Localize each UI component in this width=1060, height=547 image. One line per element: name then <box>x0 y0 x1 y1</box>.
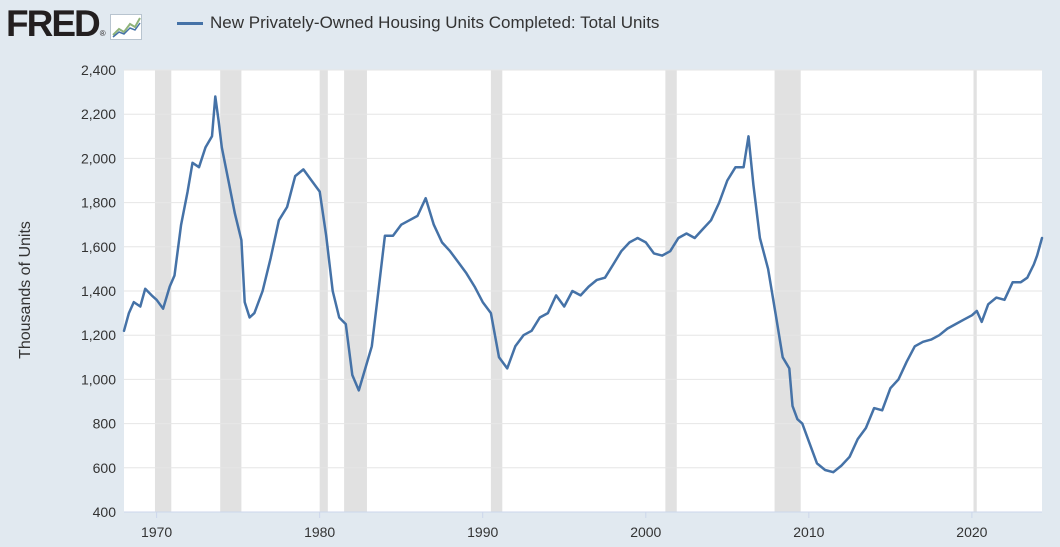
series-layer <box>122 95 1044 474</box>
legend-swatch <box>177 21 203 25</box>
legend[interactable]: New Privately-Owned Housing Units Comple… <box>177 13 659 33</box>
x-tick-label: 1980 <box>304 524 335 540</box>
x-axis-ticks: 1970 1980 1990 2000 2010 2020 <box>124 511 1042 540</box>
x-tick-label: 1970 <box>141 524 172 540</box>
fred-graph-icon <box>109 14 142 40</box>
y-axis-title: Thousands of Units <box>17 221 34 359</box>
x-tick-label: 1990 <box>467 524 498 540</box>
y-tick-label: 1,000 <box>81 371 116 387</box>
y-tick-label: 1,800 <box>81 195 116 211</box>
chart-header: FRED ® New Privately-Owned Housing Units… <box>0 0 1060 56</box>
fred-logo-text: FRED <box>6 3 101 44</box>
y-axis-ticks: 400 600 800 1,000 1,200 1,400 1,600 1,800 2,000 2… <box>81 62 116 520</box>
y-tick-label: 600 <box>93 460 117 476</box>
y-tick-label: 2,400 <box>81 62 116 78</box>
registered-mark: ® <box>99 29 106 38</box>
y-tick-label: 2,000 <box>81 150 116 166</box>
legend-label: New Privately-Owned Housing Units Comple… <box>210 13 660 32</box>
y-tick-label: 1,200 <box>81 327 116 343</box>
y-tick-label: 1,400 <box>81 283 116 299</box>
x-tick-label: 2000 <box>630 524 661 540</box>
y-tick-label: 1,600 <box>81 239 116 255</box>
y-tick-label: 800 <box>93 416 117 432</box>
x-tick-label: 2020 <box>956 524 987 540</box>
y-tick-label: 2,200 <box>81 106 116 122</box>
fred-logo[interactable]: FRED ® <box>6 4 142 44</box>
y-tick-label: 400 <box>93 504 117 520</box>
x-tick-label: 2010 <box>793 524 824 540</box>
series-line-1[interactable] <box>122 95 1044 474</box>
